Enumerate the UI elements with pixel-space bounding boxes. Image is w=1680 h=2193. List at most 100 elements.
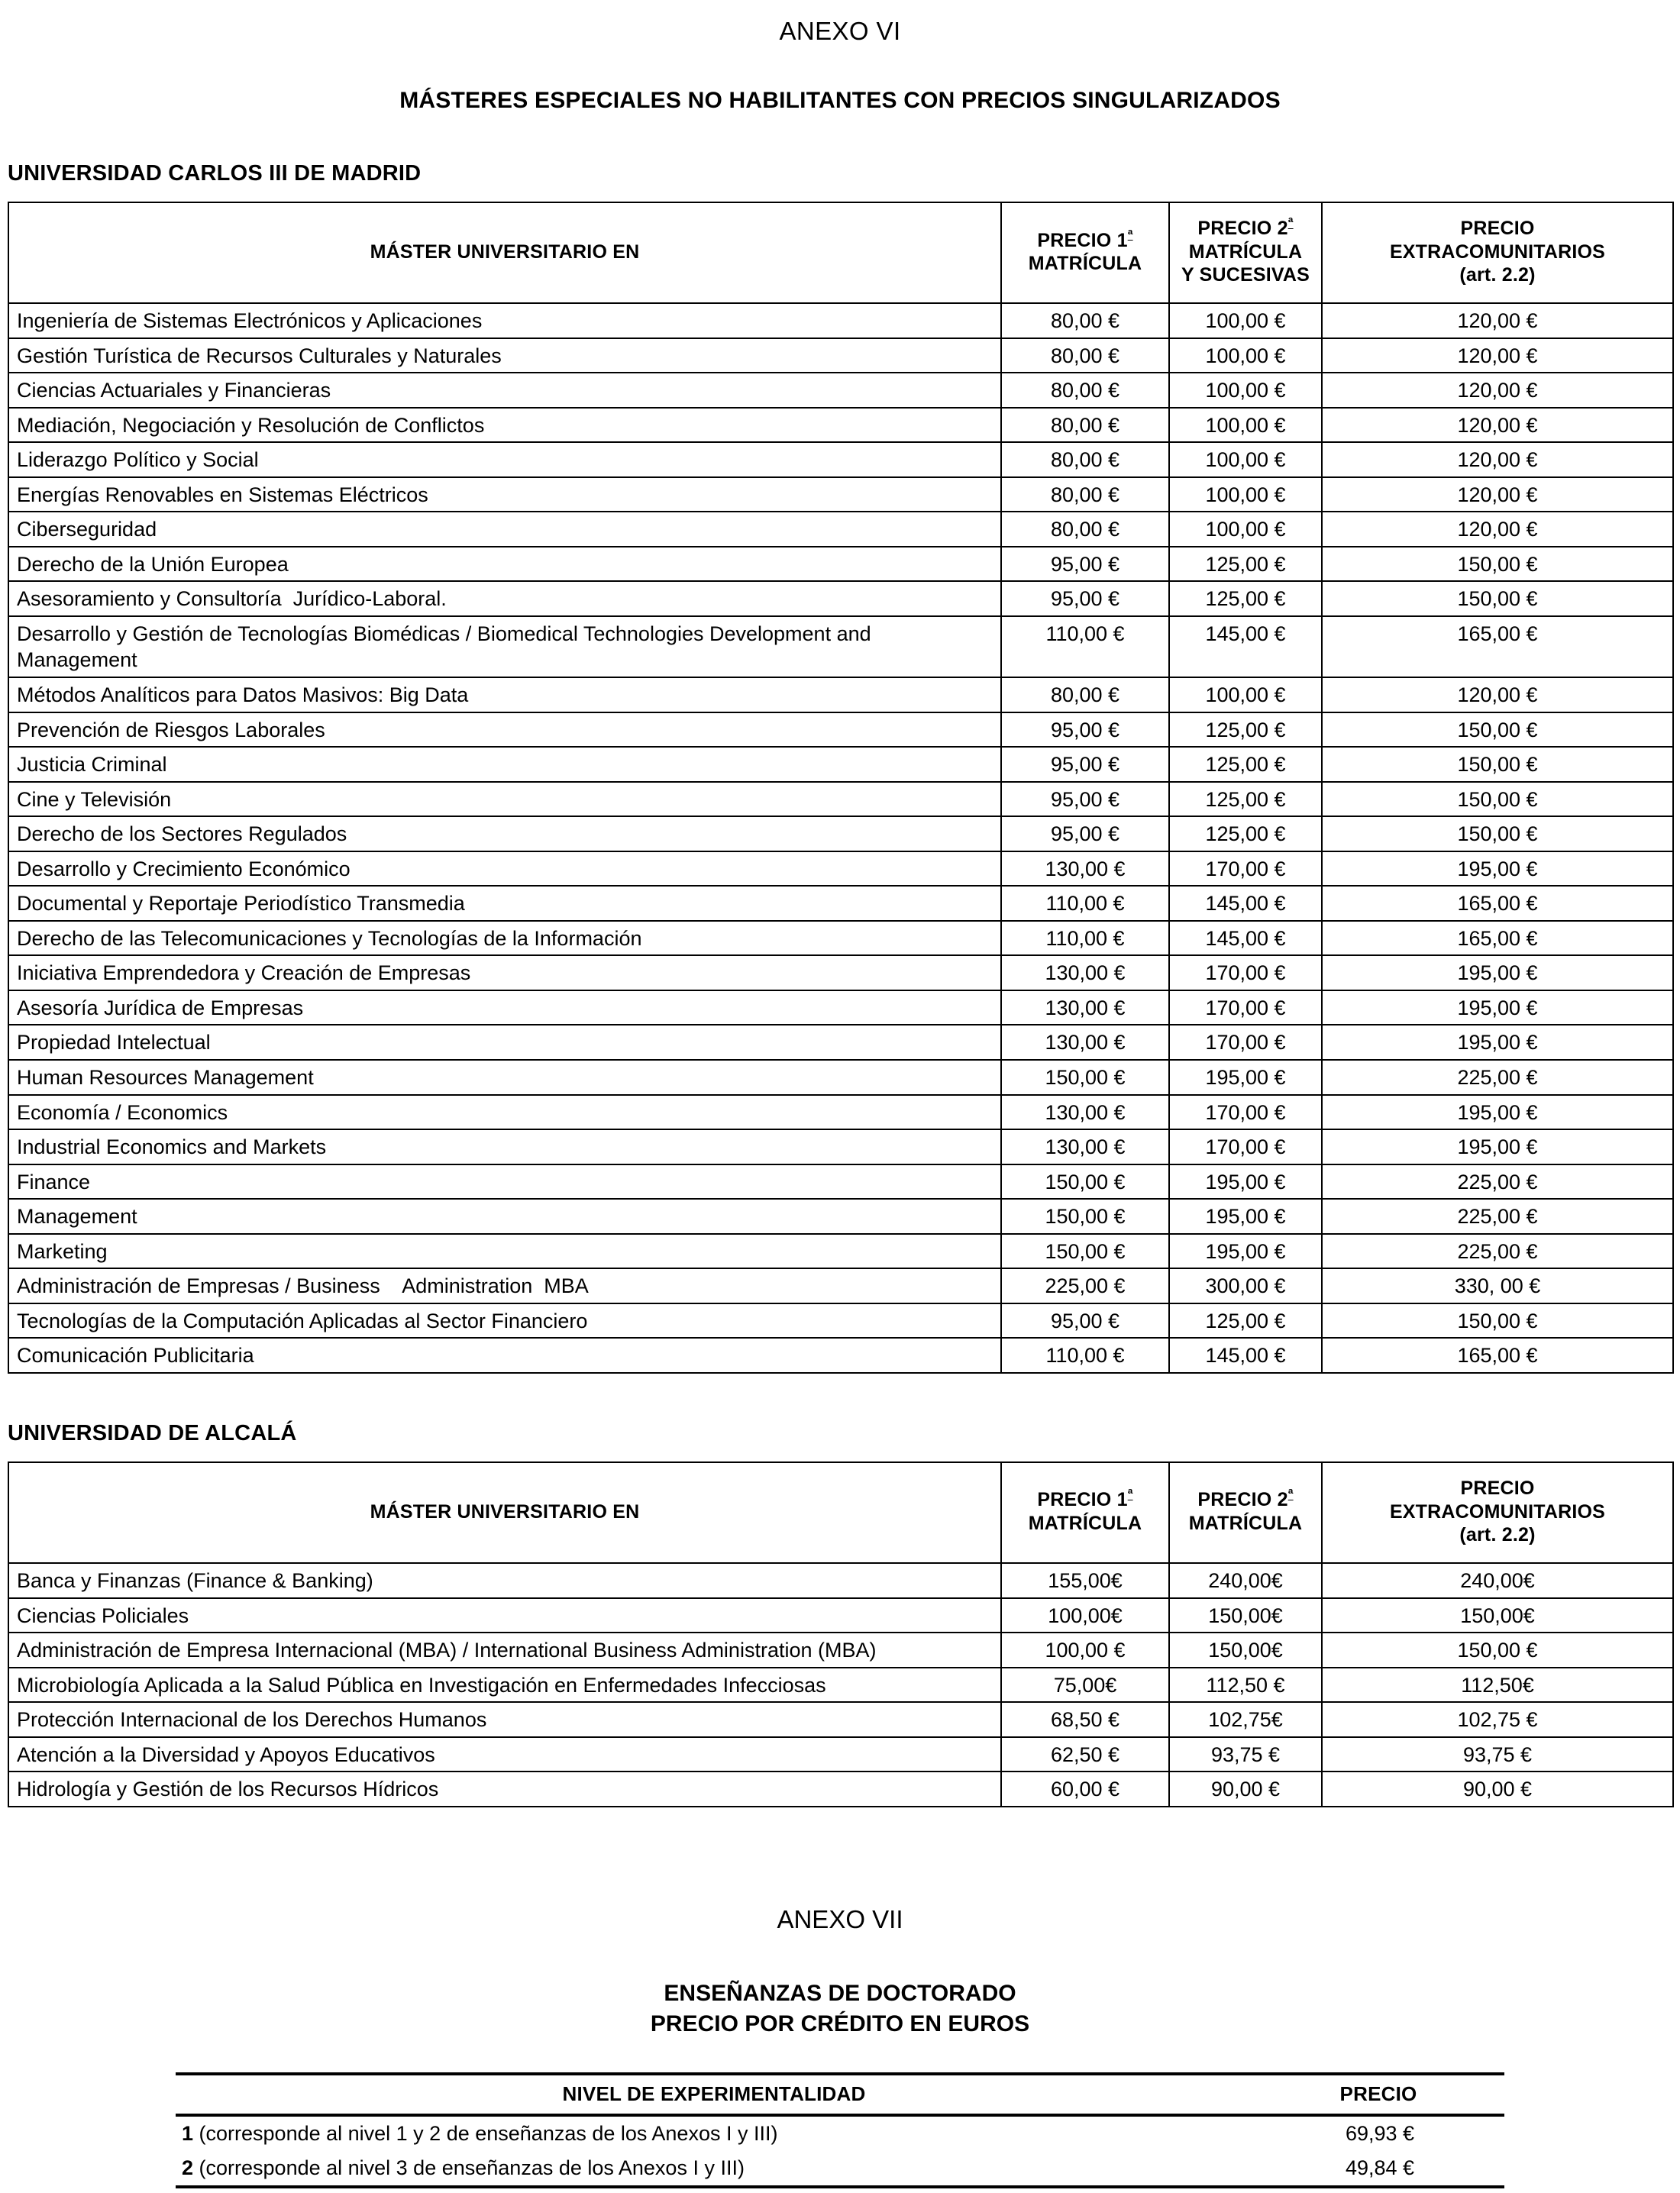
price-cell-p3: 195,00 €	[1321, 989, 1674, 1026]
price-cell-p3: 120,00 €	[1321, 406, 1674, 444]
price-cell-p3: 165,00 €	[1321, 919, 1674, 957]
price-cell-p2: 150,00€	[1168, 1597, 1323, 1634]
anexo-vii-subtitle: ENSEÑANZAS DE DOCTORADO PRECIO POR CRÉDI…	[8, 1934, 1672, 2040]
price2-line2: MATRÍCULA	[1188, 1512, 1303, 1534]
master-name-cell: Finance	[8, 1163, 1002, 1200]
master-name-cell: Industrial Economics and Markets	[8, 1129, 1002, 1165]
price-cell-p2: 300,00 €	[1168, 1268, 1323, 1304]
price3-line3: (art. 2.2)	[1459, 264, 1536, 286]
master-name-cell: Ciberseguridad	[8, 511, 1002, 547]
price-cell-p2: 100,00 €	[1168, 302, 1323, 339]
master-name-cell: Ingeniería de Sistemas Electrónicos y Ap…	[8, 302, 1002, 339]
price-cell-p3: 120,00 €	[1321, 302, 1674, 339]
doctorado-header: NIVEL DE EXPERIMENTALIDAD PRECIO	[176, 2072, 1504, 2117]
table-body-uc3m: Ingeniería de Sistemas Electrónicos y Ap…	[8, 302, 1674, 1374]
table-header-uah: MÁSTER UNIVERSITARIO EN PRECIO 1ª MATRÍC…	[8, 1461, 1674, 1564]
header-row: MÁSTER UNIVERSITARIO EN PRECIO 1ª MATRÍC…	[8, 202, 1674, 304]
price-cell-p1: 150,00 €	[1000, 1059, 1170, 1096]
price-cell-p1: 95,00 €	[1000, 816, 1170, 852]
price-cell-p2: 100,00 €	[1168, 406, 1323, 444]
price-cell-p1: 110,00 €	[1000, 919, 1170, 957]
price-cell-p3: 195,00 €	[1321, 1093, 1674, 1131]
price-cell-p2: 100,00 €	[1168, 677, 1323, 713]
price-cell-p2: 145,00 €	[1168, 615, 1323, 679]
table-row: Protección Internacional de los Derechos…	[8, 1701, 1674, 1738]
price-cell-p2: 100,00 €	[1168, 372, 1323, 409]
table-header-uc3m: MÁSTER UNIVERSITARIO EN PRECIO 1ª MATRÍC…	[8, 202, 1674, 304]
table-row: Derecho de las Telecomunicaciones y Tecn…	[8, 919, 1674, 957]
table-row: Ciberseguridad 80,00 €100,00 €120,00 €	[8, 511, 1674, 547]
price-cell-p3: 150,00€	[1321, 1597, 1674, 1634]
price1-line1: PRECIO 1	[1037, 1489, 1128, 1511]
nivel-cell: 1 (corresponde al nivel 1 y 2 de enseñan…	[176, 2115, 1252, 2151]
table-row: Liderazgo Político y Social 80,00 €100,00…	[8, 441, 1674, 478]
table-row: Derecho de los Sectores Regulados 95,00 €…	[8, 816, 1674, 852]
price2-line3: Y SUCESIVAS	[1181, 264, 1310, 286]
price-cell-p3: 225,00 €	[1321, 1059, 1674, 1096]
price-cell-p1: 80,00 €	[1000, 511, 1170, 547]
precio-cell: 69,93 €	[1345, 2121, 1415, 2145]
price-cell-p1: 95,00 €	[1000, 711, 1170, 748]
column-header-price-first: PRECIO 1ª MATRÍCULA	[1000, 1461, 1170, 1564]
price-cell-p2: 145,00 €	[1168, 885, 1323, 922]
table-row: Atención a la Diversidad y Apoyos Educat…	[8, 1736, 1674, 1773]
nivel-number: 1	[182, 2121, 194, 2145]
master-name-cell: Energías Renovables en Sistemas Eléctric…	[8, 476, 1002, 513]
price-cell-p1: 150,00 €	[1000, 1163, 1170, 1200]
price-cell-p2: 125,00 €	[1168, 1302, 1323, 1339]
price-cell-p2: 100,00 €	[1168, 441, 1323, 478]
table-row: Ciencias Actuariales y Financieras 80,00 …	[8, 372, 1674, 409]
table-row: Cine y Televisión 95,00 €125,00 €150,00 €	[8, 780, 1674, 818]
table-row: Justicia Criminal 95,00 €125,00 €150,00 €	[8, 746, 1674, 783]
price1-line2: MATRÍCULA	[1028, 253, 1142, 274]
master-name-cell: Iniciativa Emprendedora y Creación de Em…	[8, 954, 1002, 991]
price-cell-p3: 150,00 €	[1321, 1632, 1674, 1668]
price2-line1: PRECIO 2	[1197, 1489, 1288, 1511]
master-name-cell: Asesoría Jurídica de Empresas	[8, 989, 1002, 1026]
table-row: Propiedad Intelectual 130,00 €170,00 €195…	[8, 1024, 1674, 1061]
price-cell-p3: 120,00 €	[1321, 511, 1674, 547]
price-cell-p3: 150,00 €	[1321, 746, 1674, 783]
price-cell-p1: 130,00 €	[1000, 850, 1170, 887]
price-cell-p1: 110,00 €	[1000, 1337, 1170, 1374]
price-cell-p3: 112,50€	[1321, 1666, 1674, 1704]
university-heading-uah: UNIVERSIDAD DE ALCALÁ	[8, 1420, 297, 1445]
master-name-cell: Tecnologías de la Computación Aplicadas …	[8, 1302, 1002, 1339]
master-name-cell: Desarrollo y Gestión de Tecnologías Biom…	[8, 615, 1002, 679]
price-cell-p1: 225,00 €	[1000, 1268, 1170, 1304]
pricing-table-uah: MÁSTER UNIVERSITARIO EN PRECIO 1ª MATRÍC…	[8, 1461, 1674, 1807]
master-name-cell: Atención a la Diversidad y Apoyos Educat…	[8, 1736, 1002, 1773]
price-cell-p1: 130,00 €	[1000, 954, 1170, 991]
price-cell-p3: 150,00 €	[1321, 816, 1674, 852]
anexo-vi-title: ANEXO VI	[779, 17, 901, 45]
price3-line1: PRECIO	[1460, 1478, 1535, 1500]
table-row: Marketing 150,00 €195,00 €225,00 €	[8, 1232, 1674, 1270]
price-cell-p1: 130,00 €	[1000, 1024, 1170, 1061]
price-cell-p2: 170,00 €	[1168, 1024, 1323, 1061]
ordinal-suffix-icon: ª	[1127, 1487, 1133, 1503]
table-row: Microbiología Aplicada a la Salud Públic…	[8, 1666, 1674, 1704]
price-cell-p1: 80,00 €	[1000, 441, 1170, 478]
price-cell-p1: 75,00€	[1000, 1666, 1170, 1704]
master-name-cell: Métodos Analíticos para Datos Masivos: B…	[8, 677, 1002, 713]
price-cell-p2: 125,00 €	[1168, 746, 1323, 783]
column-header-nivel: NIVEL DE EXPERIMENTALIDAD	[176, 2072, 1252, 2117]
table-row: Desarrollo y Gestión de Tecnologías Biom…	[8, 615, 1674, 679]
table-row: Derecho de la Unión Europea 95,00 €125,00…	[8, 545, 1674, 583]
table-row: Management 150,00 €195,00 €225,00 €	[8, 1198, 1674, 1235]
table-row: Industrial Economics and Markets 130,00 €…	[8, 1129, 1674, 1165]
header-row: MÁSTER UNIVERSITARIO EN PRECIO 1ª MATRÍC…	[8, 1461, 1674, 1564]
table-row: Documental y Reportaje Periodístico Tran…	[8, 885, 1674, 922]
master-name-cell: Documental y Reportaje Periodístico Tran…	[8, 885, 1002, 922]
table-row: Comunicación Publicitaria 110,00 €145,00 …	[8, 1337, 1674, 1374]
master-name-cell: Economía / Economics	[8, 1093, 1002, 1131]
price-cell-p2: 170,00 €	[1168, 1129, 1323, 1165]
master-name-cell: Protección Internacional de los Derechos…	[8, 1701, 1002, 1738]
price-cell-p3: 195,00 €	[1321, 850, 1674, 887]
table-row: Iniciativa Emprendedora y Creación de Em…	[8, 954, 1674, 991]
price-cell-p3: 150,00 €	[1321, 711, 1674, 748]
price-cell-p2: 195,00 €	[1168, 1232, 1323, 1270]
price-cell-p1: 130,00 €	[1000, 1129, 1170, 1165]
table-body-uah: Banca y Finanzas (Finance & Banking) 155,…	[8, 1562, 1674, 1807]
master-name-cell: Marketing	[8, 1232, 1002, 1270]
